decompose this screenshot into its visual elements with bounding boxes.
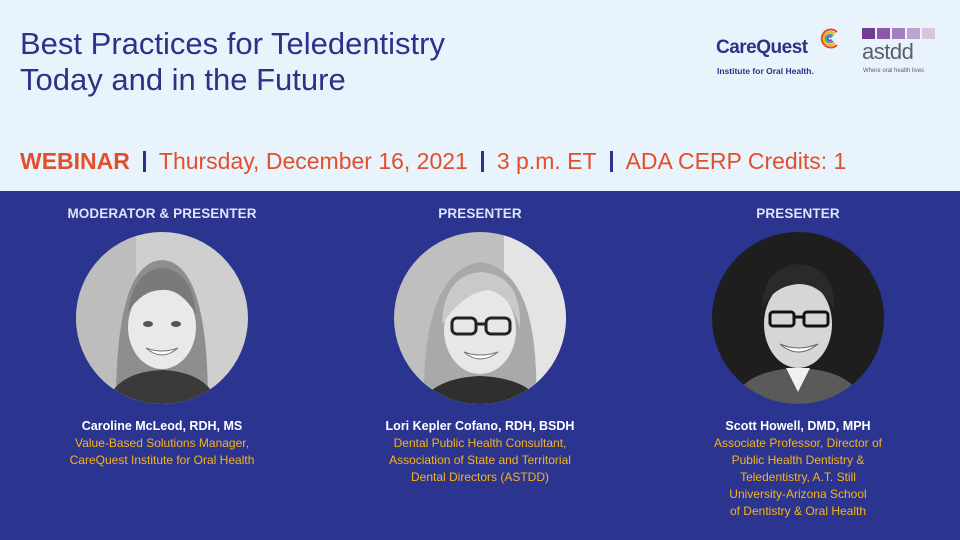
presenter-desc-line: Teledentistry, A.T. Still [740,470,856,484]
presenter-description: Dental Public Health Consultant, Associa… [355,435,605,486]
carequest-logo-tagline: Institute for Oral Health. [717,66,814,76]
presenter-role: PRESENTER [438,206,522,221]
title-line-1: Best Practices for Teledentistry [20,26,445,61]
presenter-card-1: MODERATOR & PRESENTER Caroline McLeod, R… [37,206,287,469]
presenter-photo [394,232,566,404]
event-date: Thursday, December 16, 2021 [158,148,468,174]
carequest-arcs-icon [820,28,838,49]
event-type: WEBINAR [20,148,130,174]
separator [480,151,484,172]
astdd-logo-name: astdd [862,39,914,64]
separator [142,151,146,172]
event-info-bar: WEBINAR Thursday, December 16, 2021 3 p.… [20,148,950,175]
astdd-squares-icon [862,28,940,39]
event-time: 3 p.m. ET [496,148,597,174]
presenter-description: Associate Professor, Director of Public … [673,435,923,520]
presenter-photo [712,232,884,404]
presenter-desc-line: Associate Professor, Director of [713,436,883,450]
presenter-desc-line: Public Health Dentistry & [731,453,865,467]
carequest-logo: CareQuest Institute for Oral Health. [716,28,846,78]
presenter-desc-line: University-Arizona School [729,487,867,501]
presenter-desc-line: Value-Based Solutions Manager, [75,436,249,450]
presenter-desc-line: CareQuest Institute for Oral Health [69,453,255,467]
presenter-desc-line: Dental Directors (ASTDD) [410,470,550,484]
presenter-role: PRESENTER [756,206,840,221]
presenter-name: Caroline McLeod, RDH, MS [81,419,243,433]
presenter-card-3: PRESENTER Scott Howell, DMD, MPH Associa… [673,206,923,520]
webinar-title: Best Practices for Teledentistry Today a… [20,26,660,98]
astdd-logo: astdd Where oral health lives [862,28,940,78]
presenter-name: Lori Kepler Cofano, RDH, BSDH [385,419,575,433]
presenter-desc-line: Association of State and Territorial [389,453,571,467]
presenter-card-2: PRESENTER Lori Kepler Cofano, RDH, BSDH … [355,206,605,486]
title-line-2: Today and in the Future [20,62,346,97]
presenter-desc-line: of Dentistry & Oral Health [729,504,867,518]
separator [609,151,613,172]
event-credits: ADA CERP Credits: 1 [625,148,847,174]
presenter-desc-line: Dental Public Health Consultant, [393,436,567,450]
presenter-role: MODERATOR & PRESENTER [67,206,257,221]
presenter-description: Value-Based Solutions Manager, CareQuest… [37,435,287,469]
carequest-logo-name: CareQuest [716,37,808,58]
presenter-photo [76,232,248,404]
header-band: Best Practices for Teledentistry Today a… [0,0,960,191]
astdd-logo-tagline: Where oral health lives [863,68,925,74]
presenter-name: Scott Howell, DMD, MPH [725,419,871,433]
